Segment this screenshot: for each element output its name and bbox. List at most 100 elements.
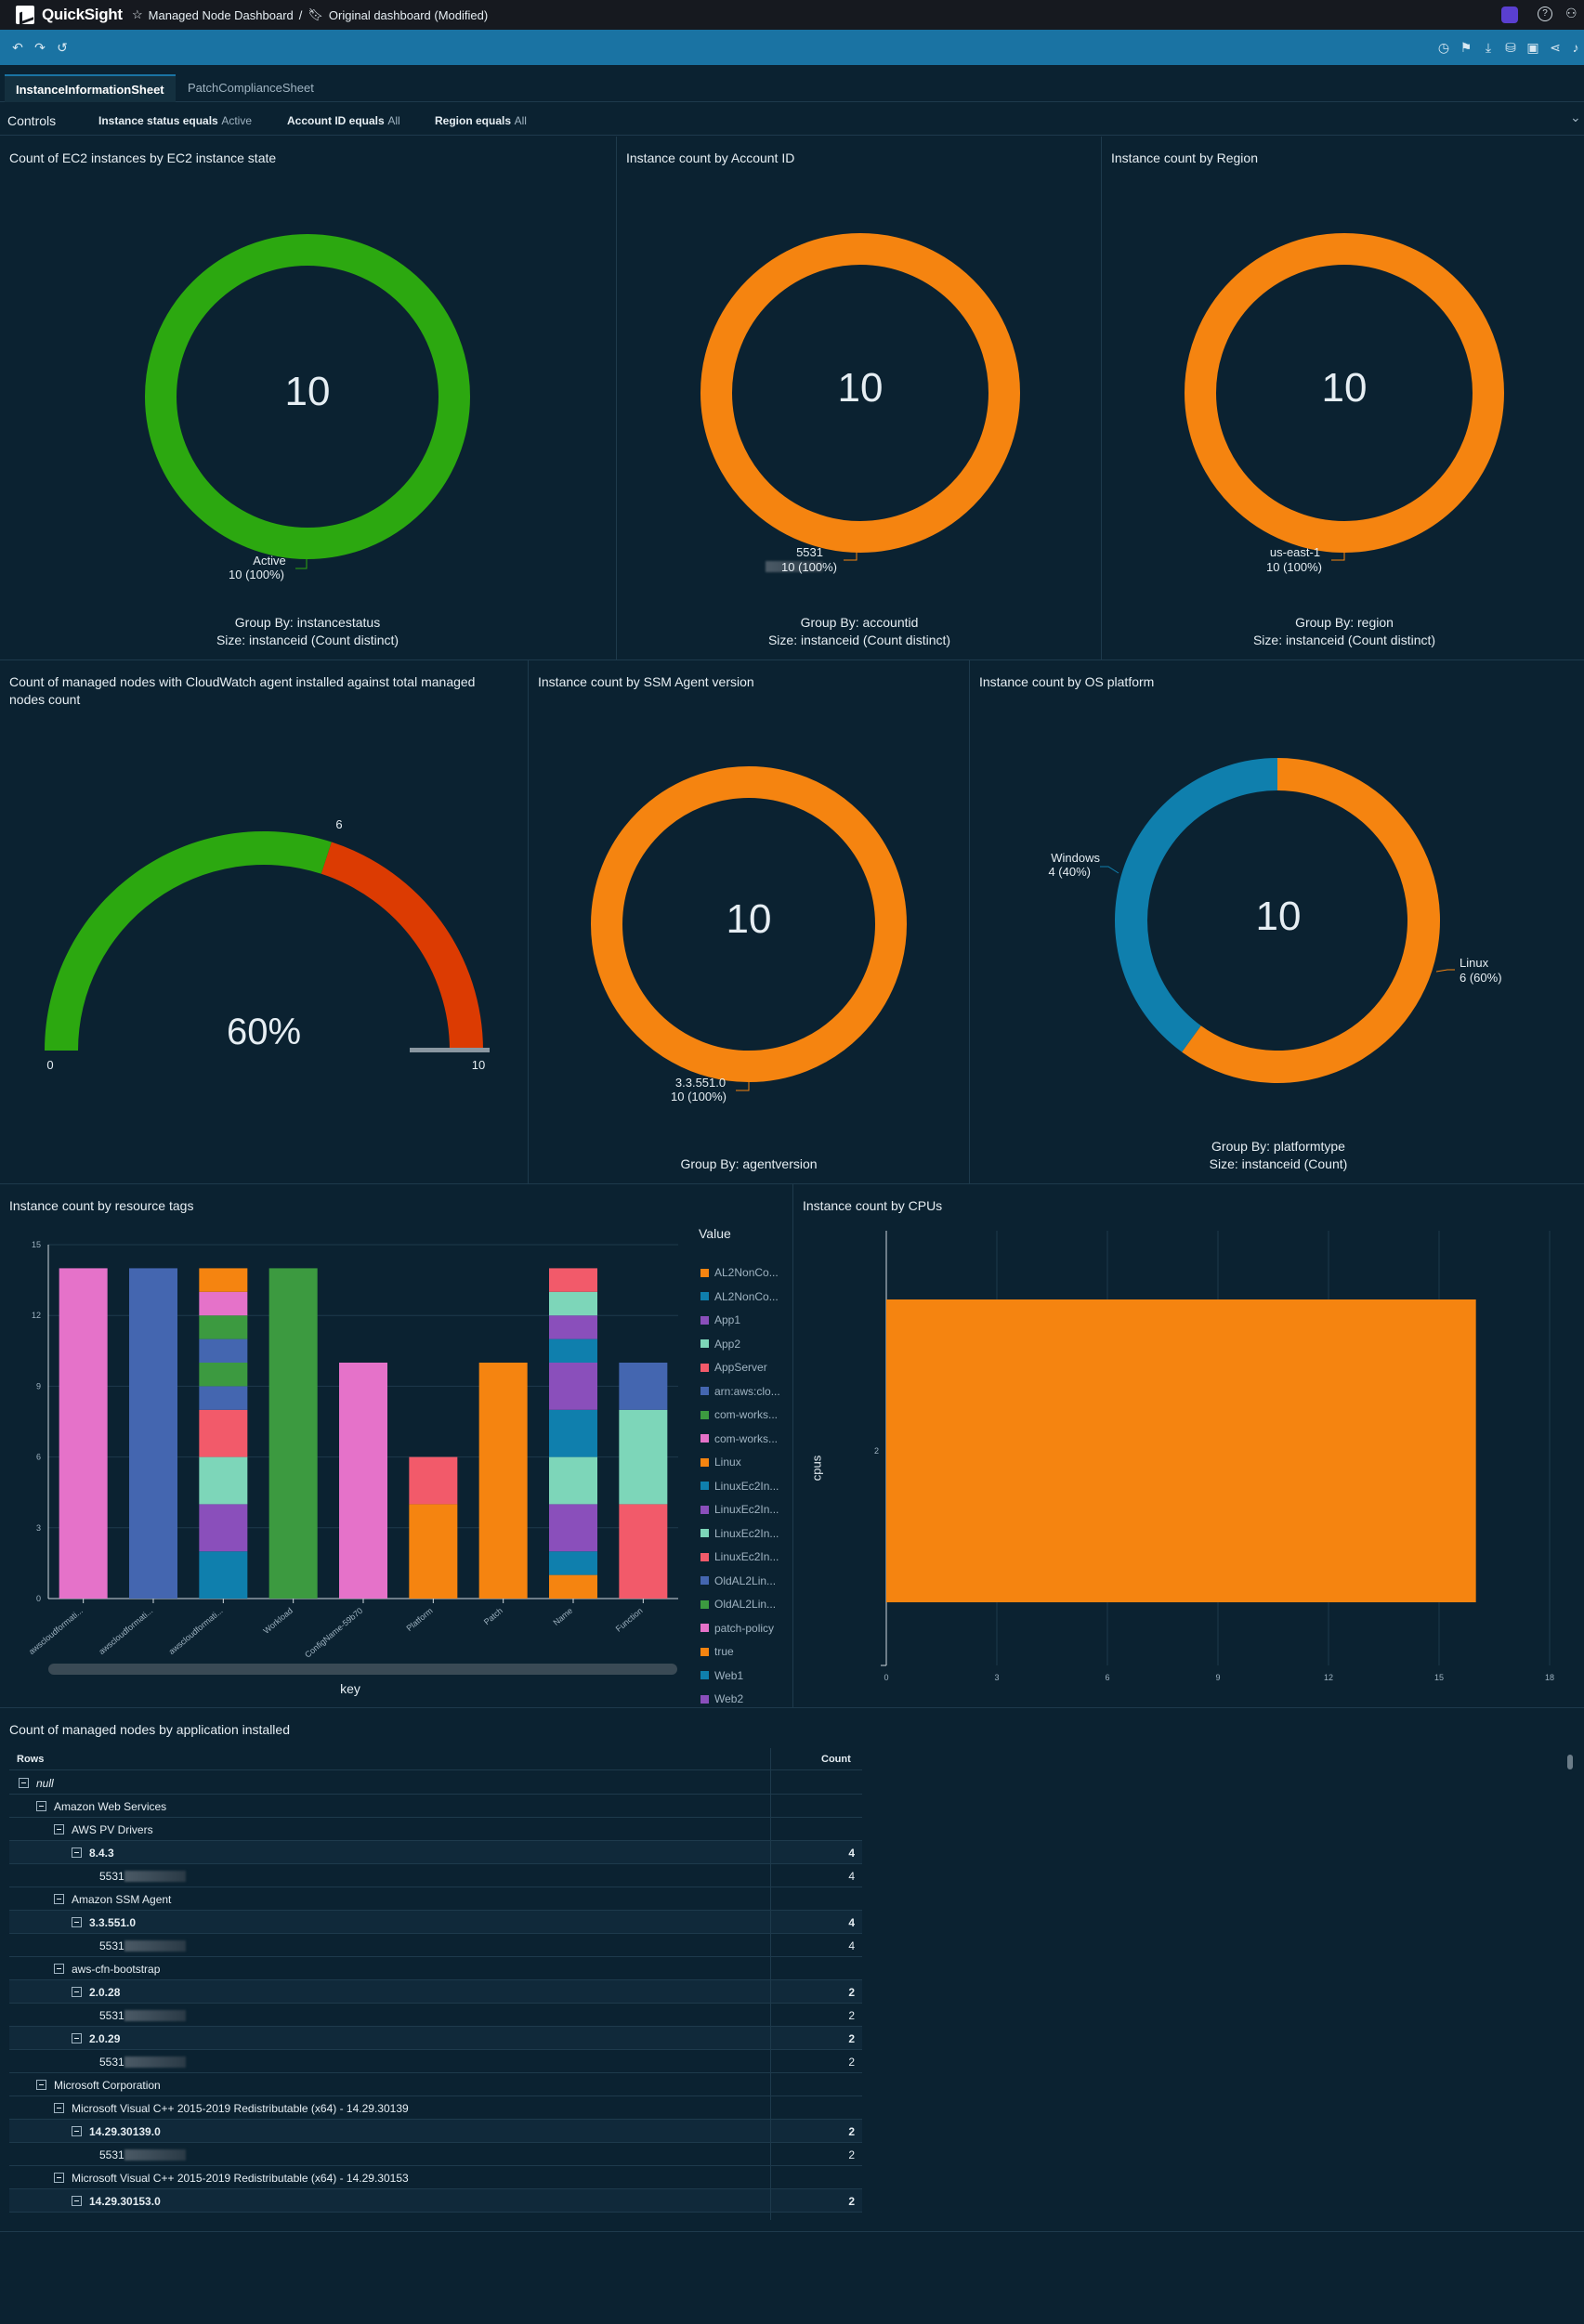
schedule-icon[interactable]: ◷ — [1437, 40, 1450, 55]
bar-segment[interactable] — [129, 1268, 177, 1599]
legend-item[interactable]: App1 — [700, 1313, 740, 1326]
table-row[interactable]: 14.29.30153.0 2 — [9, 2189, 862, 2213]
star-icon[interactable]: ☆ — [132, 7, 143, 21]
legend-item[interactable]: LinuxEc2In... — [700, 1550, 779, 1563]
legend-item[interactable]: com-works... — [700, 1408, 778, 1421]
collapse-toggle-icon[interactable] — [19, 1778, 29, 1788]
bar-segment[interactable] — [549, 1315, 597, 1339]
collapse-toggle-icon[interactable] — [54, 1964, 64, 1974]
filter-region[interactable]: Region equals All — [435, 113, 527, 127]
legend-item[interactable]: AL2NonCo... — [700, 1290, 779, 1303]
save-icon[interactable]: ▣ — [1526, 40, 1539, 55]
breadcrumb-dashboard[interactable]: Managed Node Dashboard — [148, 7, 294, 22]
vertical-scrollbar[interactable] — [1567, 1755, 1573, 1769]
collapse-toggle-icon[interactable] — [72, 2033, 82, 2043]
table-row[interactable]: aws-cfn-bootstrap — [9, 1957, 862, 1980]
table-row[interactable]: 2.0.28 2 — [9, 1980, 862, 2004]
bar-segment[interactable] — [619, 1409, 668, 1505]
bar-segment[interactable] — [549, 1574, 597, 1599]
quicksight-logo[interactable]: QuickSight — [16, 6, 123, 24]
table-row[interactable]: 14.29.30139.0 2 — [9, 2120, 862, 2143]
bar-cpus-2[interactable] — [886, 1299, 1476, 1602]
bar-segment[interactable] — [549, 1504, 597, 1552]
reset-icon[interactable]: ↺ — [57, 40, 68, 55]
table-row[interactable]: Microsoft Corporation — [9, 2073, 862, 2096]
dataset-icon[interactable]: ⛁ — [1505, 40, 1516, 55]
legend-item[interactable]: Web1 — [700, 1669, 743, 1682]
bar-segment[interactable] — [199, 1315, 248, 1339]
undo-icon[interactable]: ↶ — [12, 40, 23, 55]
collapse-toggle-icon[interactable] — [36, 1801, 46, 1811]
controls-label[interactable]: Controls — [7, 113, 57, 128]
chevron-down-icon[interactable]: ⌄ — [1570, 110, 1581, 124]
table-row[interactable]: Microsoft Visual C++ 2015-2019 Redistrib… — [9, 2166, 862, 2189]
collapse-toggle-icon[interactable] — [72, 1917, 82, 1927]
bar-segment[interactable] — [199, 1268, 248, 1292]
header-count[interactable]: Count — [821, 1754, 851, 1765]
table-row[interactable]: null — [9, 1771, 862, 1795]
table-row[interactable]: 5531 2 — [9, 2004, 862, 2027]
tab-patch-compliance[interactable]: PatchComplianceSheet — [188, 81, 314, 95]
table-row[interactable]: 2.0.29 2 — [9, 2027, 862, 2050]
share-icon[interactable]: ⋖ — [1550, 40, 1561, 55]
table-row[interactable]: 5531 4 — [9, 1864, 862, 1887]
bar-segment[interactable] — [268, 1268, 318, 1599]
table-row[interactable]: AWS PV Drivers — [9, 1818, 862, 1841]
legend-item[interactable]: true — [700, 1645, 734, 1658]
bar-segment[interactable] — [478, 1363, 528, 1599]
bar-segment[interactable] — [549, 1409, 597, 1457]
legend-item[interactable]: AL2NonCo... — [700, 1266, 779, 1279]
user-icon[interactable]: ⚇ — [1565, 6, 1577, 20]
collapse-toggle-icon[interactable] — [54, 2103, 64, 2113]
table-row[interactable]: Amazon SSM Agent — [9, 1887, 862, 1911]
legend-item[interactable]: com-works... — [700, 1432, 778, 1445]
legend-item[interactable]: patch-policy — [700, 1622, 774, 1635]
header-rows[interactable]: Rows — [17, 1754, 45, 1765]
bar-segment[interactable] — [199, 1504, 248, 1552]
bar-segment[interactable] — [199, 1338, 248, 1363]
donut-slice-linux[interactable] — [1182, 758, 1440, 1083]
bar-segment[interactable] — [199, 1551, 248, 1599]
bar-segment[interactable] — [549, 1291, 597, 1316]
bar-segment[interactable] — [549, 1338, 597, 1363]
legend-item[interactable]: Web2 — [700, 1692, 743, 1705]
bar-segment[interactable] — [199, 1291, 248, 1316]
legend-item[interactable]: LinuxEc2In... — [700, 1503, 779, 1516]
legend-item[interactable]: App2 — [700, 1338, 740, 1351]
bar-segment[interactable] — [549, 1456, 597, 1505]
collapse-toggle-icon[interactable] — [54, 2173, 64, 2183]
collapse-toggle-icon[interactable] — [36, 2080, 46, 2090]
table-row[interactable]: 3.3.551.0 4 — [9, 1911, 862, 1934]
legend-item[interactable]: AppServer — [700, 1361, 767, 1374]
collapse-toggle-icon[interactable] — [54, 1894, 64, 1904]
table-row[interactable]: 5531 4 — [9, 1934, 862, 1957]
redo-icon[interactable]: ↷ — [34, 40, 46, 55]
table-row[interactable]: 5531 2 — [9, 2143, 862, 2166]
bar-segment[interactable] — [549, 1268, 597, 1292]
bar-segment[interactable] — [409, 1456, 458, 1505]
horizontal-scrollbar[interactable] — [48, 1664, 677, 1675]
collapse-toggle-icon[interactable] — [72, 1987, 82, 1997]
amazon-q-icon[interactable] — [1501, 7, 1518, 23]
bar-segment[interactable] — [199, 1363, 248, 1387]
table-row[interactable]: Microsoft Visual C++ 2015-2019 Redistrib… — [9, 2096, 862, 2120]
collapse-toggle-icon[interactable] — [72, 2126, 82, 2136]
table-row[interactable]: Amazon Web Services — [9, 1795, 862, 1818]
bar-segment[interactable] — [409, 1504, 458, 1599]
breadcrumb-view[interactable]: Original dashboard (Modified) — [328, 7, 489, 22]
bookmark-icon[interactable]: ⚑ — [1460, 40, 1473, 55]
filter-instance-status[interactable]: Instance status equals Active — [98, 113, 252, 127]
bar-segment[interactable] — [199, 1386, 248, 1410]
legend-item[interactable]: OldAL2Lin... — [700, 1598, 776, 1611]
donut-slice-windows[interactable] — [1115, 758, 1277, 1052]
legend-item[interactable]: LinuxEc2In... — [700, 1527, 779, 1540]
table-row[interactable]: 5531 2 — [9, 2050, 862, 2073]
collapse-toggle-icon[interactable] — [72, 2196, 82, 2206]
bar-segment[interactable] — [549, 1551, 597, 1575]
legend-item[interactable]: OldAL2Lin... — [700, 1574, 776, 1587]
tab-instance-information[interactable]: InstanceInformationSheet — [5, 74, 176, 102]
legend-item[interactable]: Linux — [700, 1456, 741, 1469]
bar-segment[interactable] — [339, 1363, 387, 1599]
collapse-toggle-icon[interactable] — [72, 1847, 82, 1858]
collapse-toggle-icon[interactable] — [54, 1824, 64, 1834]
